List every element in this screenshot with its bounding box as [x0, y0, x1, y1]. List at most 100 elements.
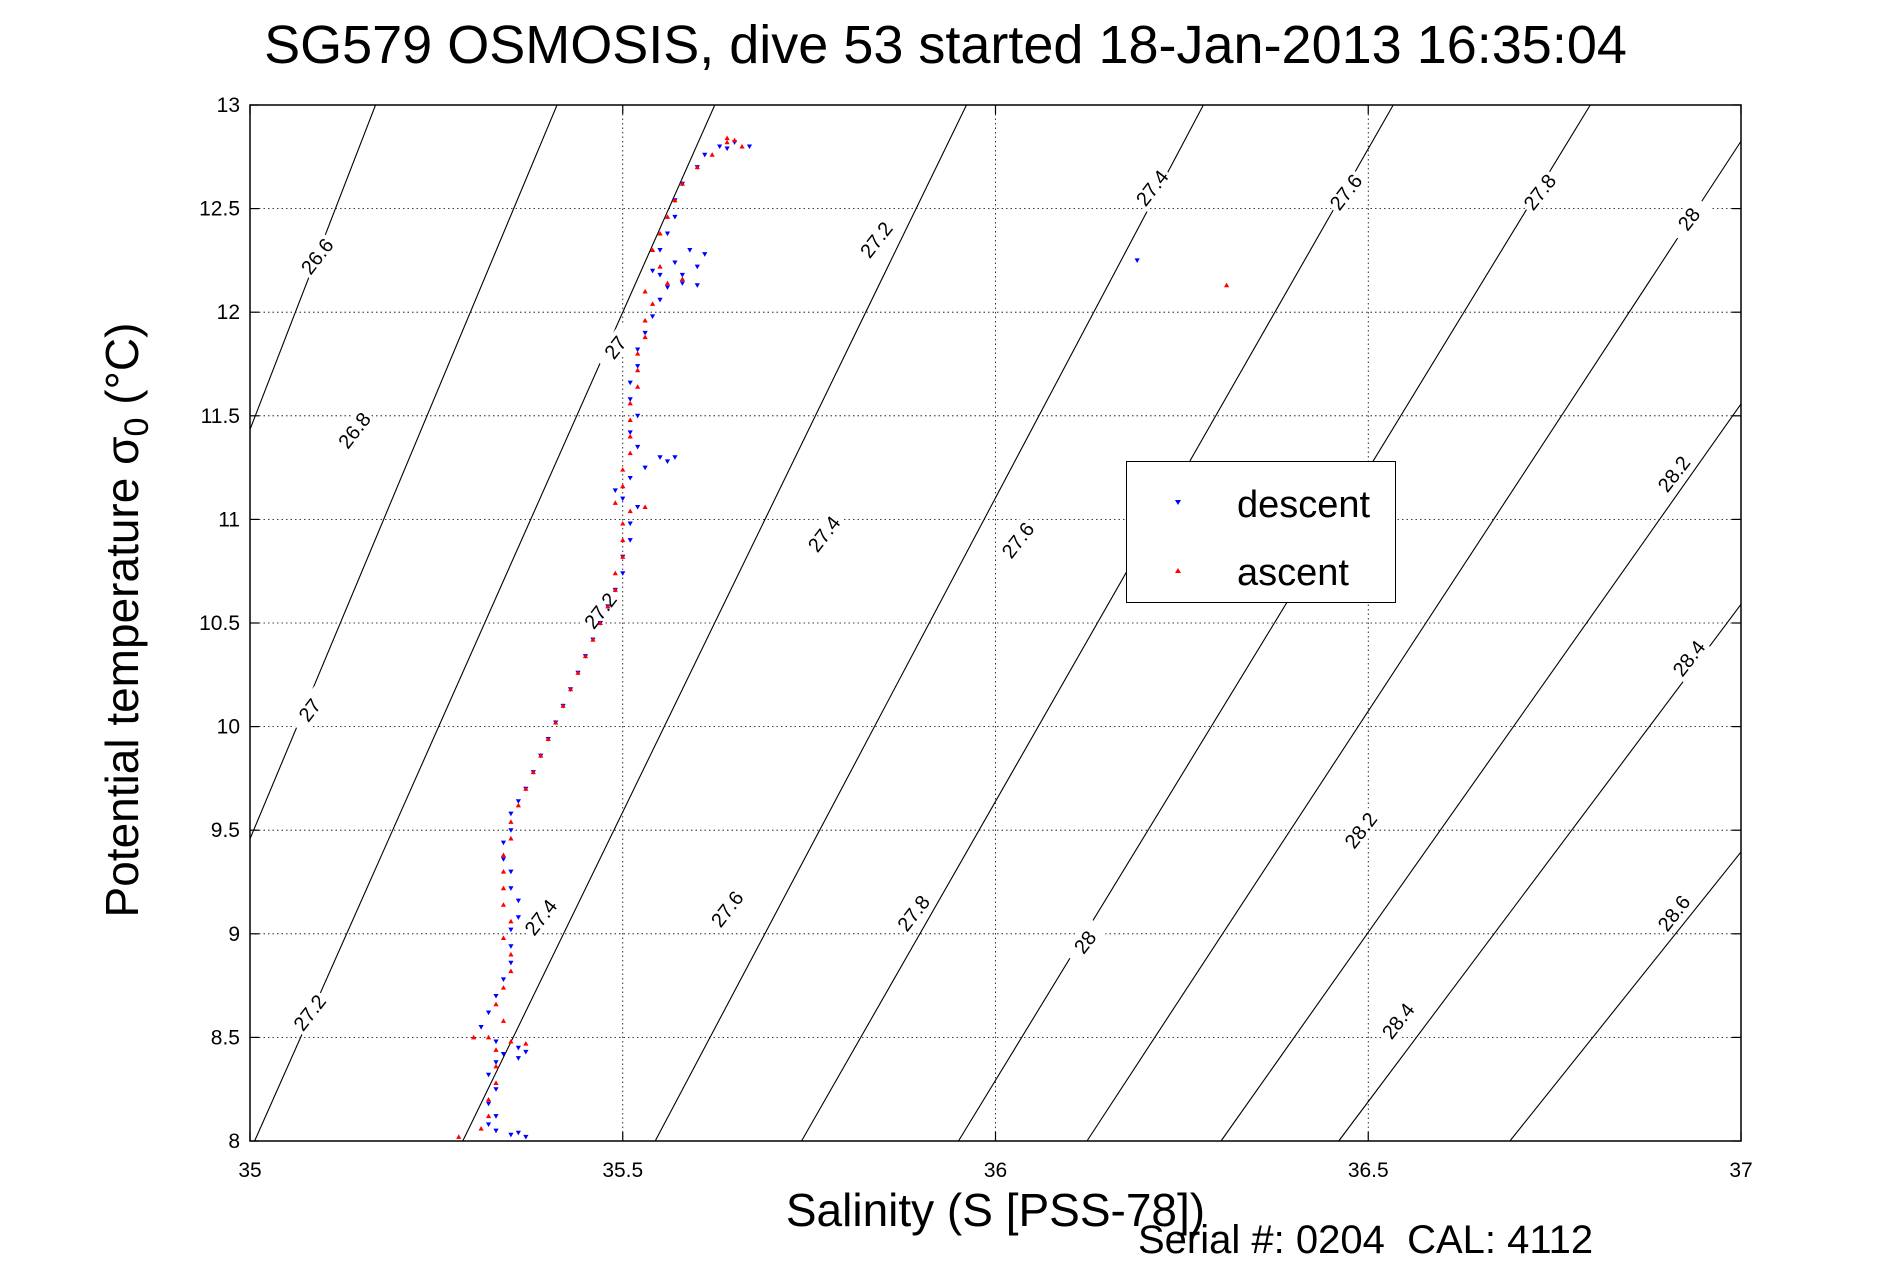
descent-point: [493, 1114, 499, 1119]
ascent-point: [493, 1080, 499, 1085]
ascent-point: [530, 769, 536, 775]
descent-point: [657, 272, 663, 278]
x-tick-label: 35: [238, 1159, 261, 1182]
ascent-point: [515, 802, 521, 808]
legend-label-descent: descent: [1237, 484, 1371, 526]
ascent-point: [605, 603, 611, 609]
contour-label-bg: [518, 893, 563, 942]
ascent-point: [612, 500, 618, 505]
descent-point: [493, 1060, 499, 1065]
isopycnal-line-27: [254, 104, 716, 1142]
ascent-point: [664, 214, 671, 219]
x-tick-label: 36: [984, 1159, 1007, 1182]
descent-point: [642, 465, 648, 471]
descent-point: [679, 272, 685, 278]
legend: descent ascent: [1126, 461, 1396, 603]
ascent-point: [642, 334, 648, 340]
descent-point: [746, 144, 753, 150]
ascent-point: [553, 719, 559, 725]
descent-point: [642, 330, 648, 336]
descent-point: [687, 248, 693, 253]
ascent-point: [560, 703, 566, 708]
contour-label-bg: [1651, 888, 1697, 938]
isopycnal-line-28.4: [1338, 604, 1742, 1142]
ascent-point: [575, 670, 581, 675]
ascent-point: [612, 587, 618, 592]
ascent-point: [620, 467, 626, 472]
ascent-point: [627, 508, 633, 514]
isopycnal-line-28.2: [1220, 403, 1742, 1142]
descent-point: [515, 1045, 521, 1051]
isopycnal-labels: 26.626.8272727.227.227.227.427.427.427.6…: [287, 163, 1712, 1045]
isopycnal-line-28.6: [1509, 851, 1742, 1142]
descent-point: [493, 1128, 499, 1134]
ascent-point: [642, 288, 648, 294]
descent-point: [627, 475, 633, 481]
descent-point: [649, 268, 656, 274]
descent-point: [485, 1101, 492, 1107]
descent-point: [657, 248, 663, 253]
y-tick-label: 13: [217, 94, 240, 117]
descent-point: [627, 380, 633, 386]
isopycnal-line-26.8: [249, 104, 558, 840]
ascent-point: [694, 164, 700, 170]
isopycnal-line-27.2: [462, 104, 967, 1142]
descent-point: [672, 214, 678, 220]
descent-point: [500, 857, 507, 862]
descent-point: [627, 521, 633, 527]
contour-label-bg: [1129, 163, 1175, 212]
descent-point: [508, 944, 514, 949]
y-axis-label-subscript: 0: [118, 417, 157, 437]
ascent-point: [627, 400, 633, 406]
descent-point: [679, 281, 685, 286]
ascent-point: [485, 1096, 492, 1102]
ascent-point: [620, 554, 626, 559]
contour-label-bg: [332, 406, 377, 455]
ascent-point: [739, 143, 745, 149]
descent-point: [500, 840, 507, 846]
descent-point: [500, 977, 507, 982]
descent-point: [515, 898, 521, 904]
ascent-point: [508, 1038, 514, 1044]
ascent-point: [620, 483, 626, 489]
ascent-point: [657, 264, 663, 269]
contour-label-bg: [1323, 167, 1369, 217]
ascent-point: [545, 736, 551, 742]
isopycnal-contours: [249, 104, 1742, 1142]
ascent-point: [508, 951, 514, 957]
ascent-point: [724, 135, 730, 141]
ascent-point: [709, 152, 715, 157]
ascent-point: [500, 985, 507, 990]
descent-point: [664, 285, 671, 290]
ascent-point: [500, 885, 507, 891]
descent-point: [508, 927, 514, 933]
ascent-point: [471, 1034, 477, 1040]
descent-point: [635, 504, 641, 510]
contour-label-bg: [1338, 806, 1384, 855]
ascent-point: [620, 537, 626, 543]
ascent-point: [478, 1125, 484, 1131]
contour-label-bg: [294, 232, 340, 281]
y-tick-label: 8.5: [211, 1026, 240, 1049]
descent-point: [694, 264, 700, 270]
y-axis-label-unit: (°C): [95, 322, 148, 418]
descent-point: [515, 1130, 521, 1136]
ascent-point: [635, 384, 641, 389]
ascent-point: [731, 137, 738, 143]
descent-point: [478, 1025, 484, 1030]
ascent-point: [582, 653, 589, 659]
ascent-point: [500, 1018, 507, 1023]
ascent-point: [635, 351, 641, 356]
y-tick-label: 11.5: [201, 405, 240, 428]
ascent-point: [620, 520, 626, 526]
ascent-point: [493, 1063, 499, 1069]
ascent-point: [642, 504, 648, 509]
ascent-point: [1224, 282, 1230, 288]
y-tick-label: 9.5: [211, 819, 240, 842]
contour-label-bg: [1666, 634, 1712, 683]
contour-label-bg: [1375, 996, 1421, 1045]
ascent-point: [627, 417, 633, 422]
contour-label-bg: [801, 509, 847, 559]
ascent-point: [523, 786, 529, 791]
